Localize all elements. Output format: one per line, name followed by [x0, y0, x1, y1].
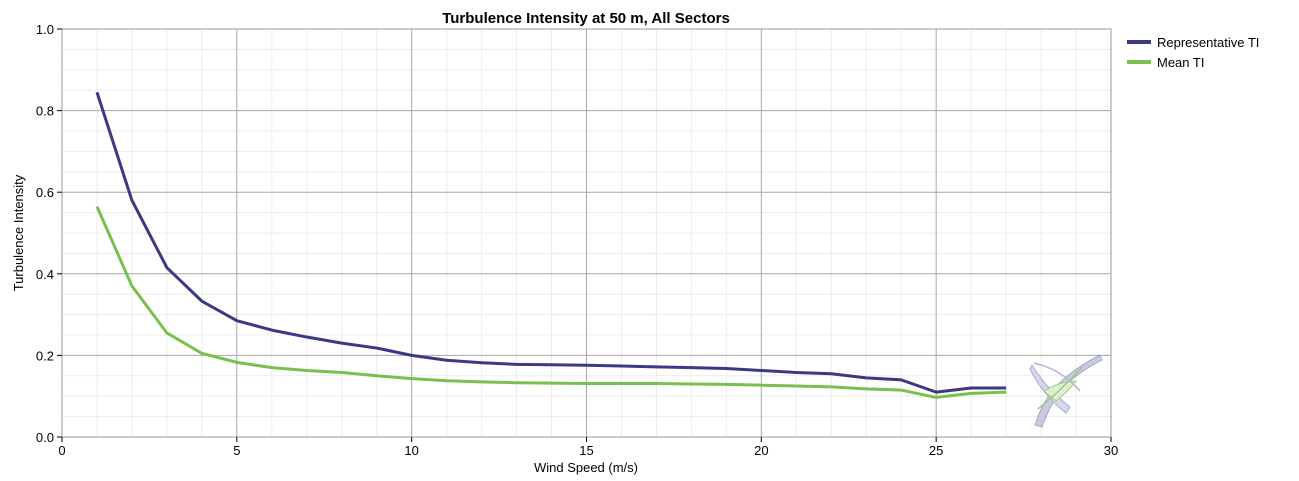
legend-label: Representative TI	[1157, 35, 1259, 50]
y-tick-label: 0.4	[36, 267, 54, 282]
y-tick-label: 1.0	[36, 22, 54, 37]
legend: Representative TI Mean TI	[1127, 35, 1259, 70]
x-tick-label: 15	[579, 443, 593, 458]
windographer-logo-icon	[1029, 354, 1103, 428]
x-axis-ticks: 0 5 10 15 20 25 30	[58, 437, 1118, 458]
x-tick-label: 20	[754, 443, 768, 458]
series-lines	[95, 91, 1007, 399]
y-tick-label: 0.8	[36, 104, 54, 119]
major-grid	[62, 29, 1111, 437]
x-tick-label: 10	[404, 443, 418, 458]
series-line-representative-ti	[95, 91, 1007, 394]
series-line-mean-ti	[95, 205, 1007, 399]
x-tick-label: 25	[929, 443, 943, 458]
x-tick-label: 5	[233, 443, 240, 458]
y-tick-label: 0.6	[36, 185, 54, 200]
x-tick-label: 0	[58, 443, 65, 458]
x-tick-label: 30	[1104, 443, 1118, 458]
legend-label: Mean TI	[1157, 55, 1204, 70]
y-tick-label: 0.2	[36, 348, 54, 363]
y-tick-label: 0.0	[36, 430, 54, 445]
y-axis-ticks: 0.0 0.2 0.4 0.6 0.8 1.0	[36, 22, 62, 445]
y-axis-label: Turbulence Intensity	[11, 174, 26, 291]
x-axis-label: Wind Speed (m/s)	[534, 460, 638, 475]
chart-title: Turbulence Intensity at 50 m, All Sector…	[442, 10, 730, 27]
